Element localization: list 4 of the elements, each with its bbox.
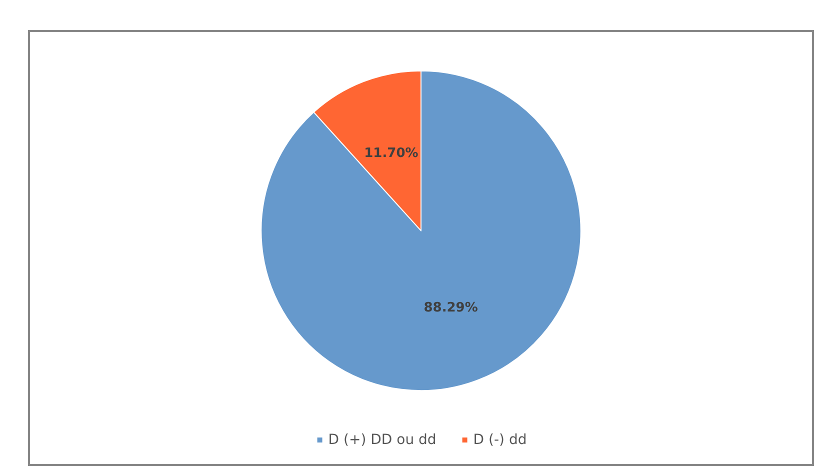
legend-label: D (+) DD ou dd <box>328 432 436 448</box>
legend-label: D (-) dd <box>473 432 527 448</box>
data-label: 88.29% <box>424 300 478 316</box>
data-label: 11.70% <box>364 146 418 161</box>
